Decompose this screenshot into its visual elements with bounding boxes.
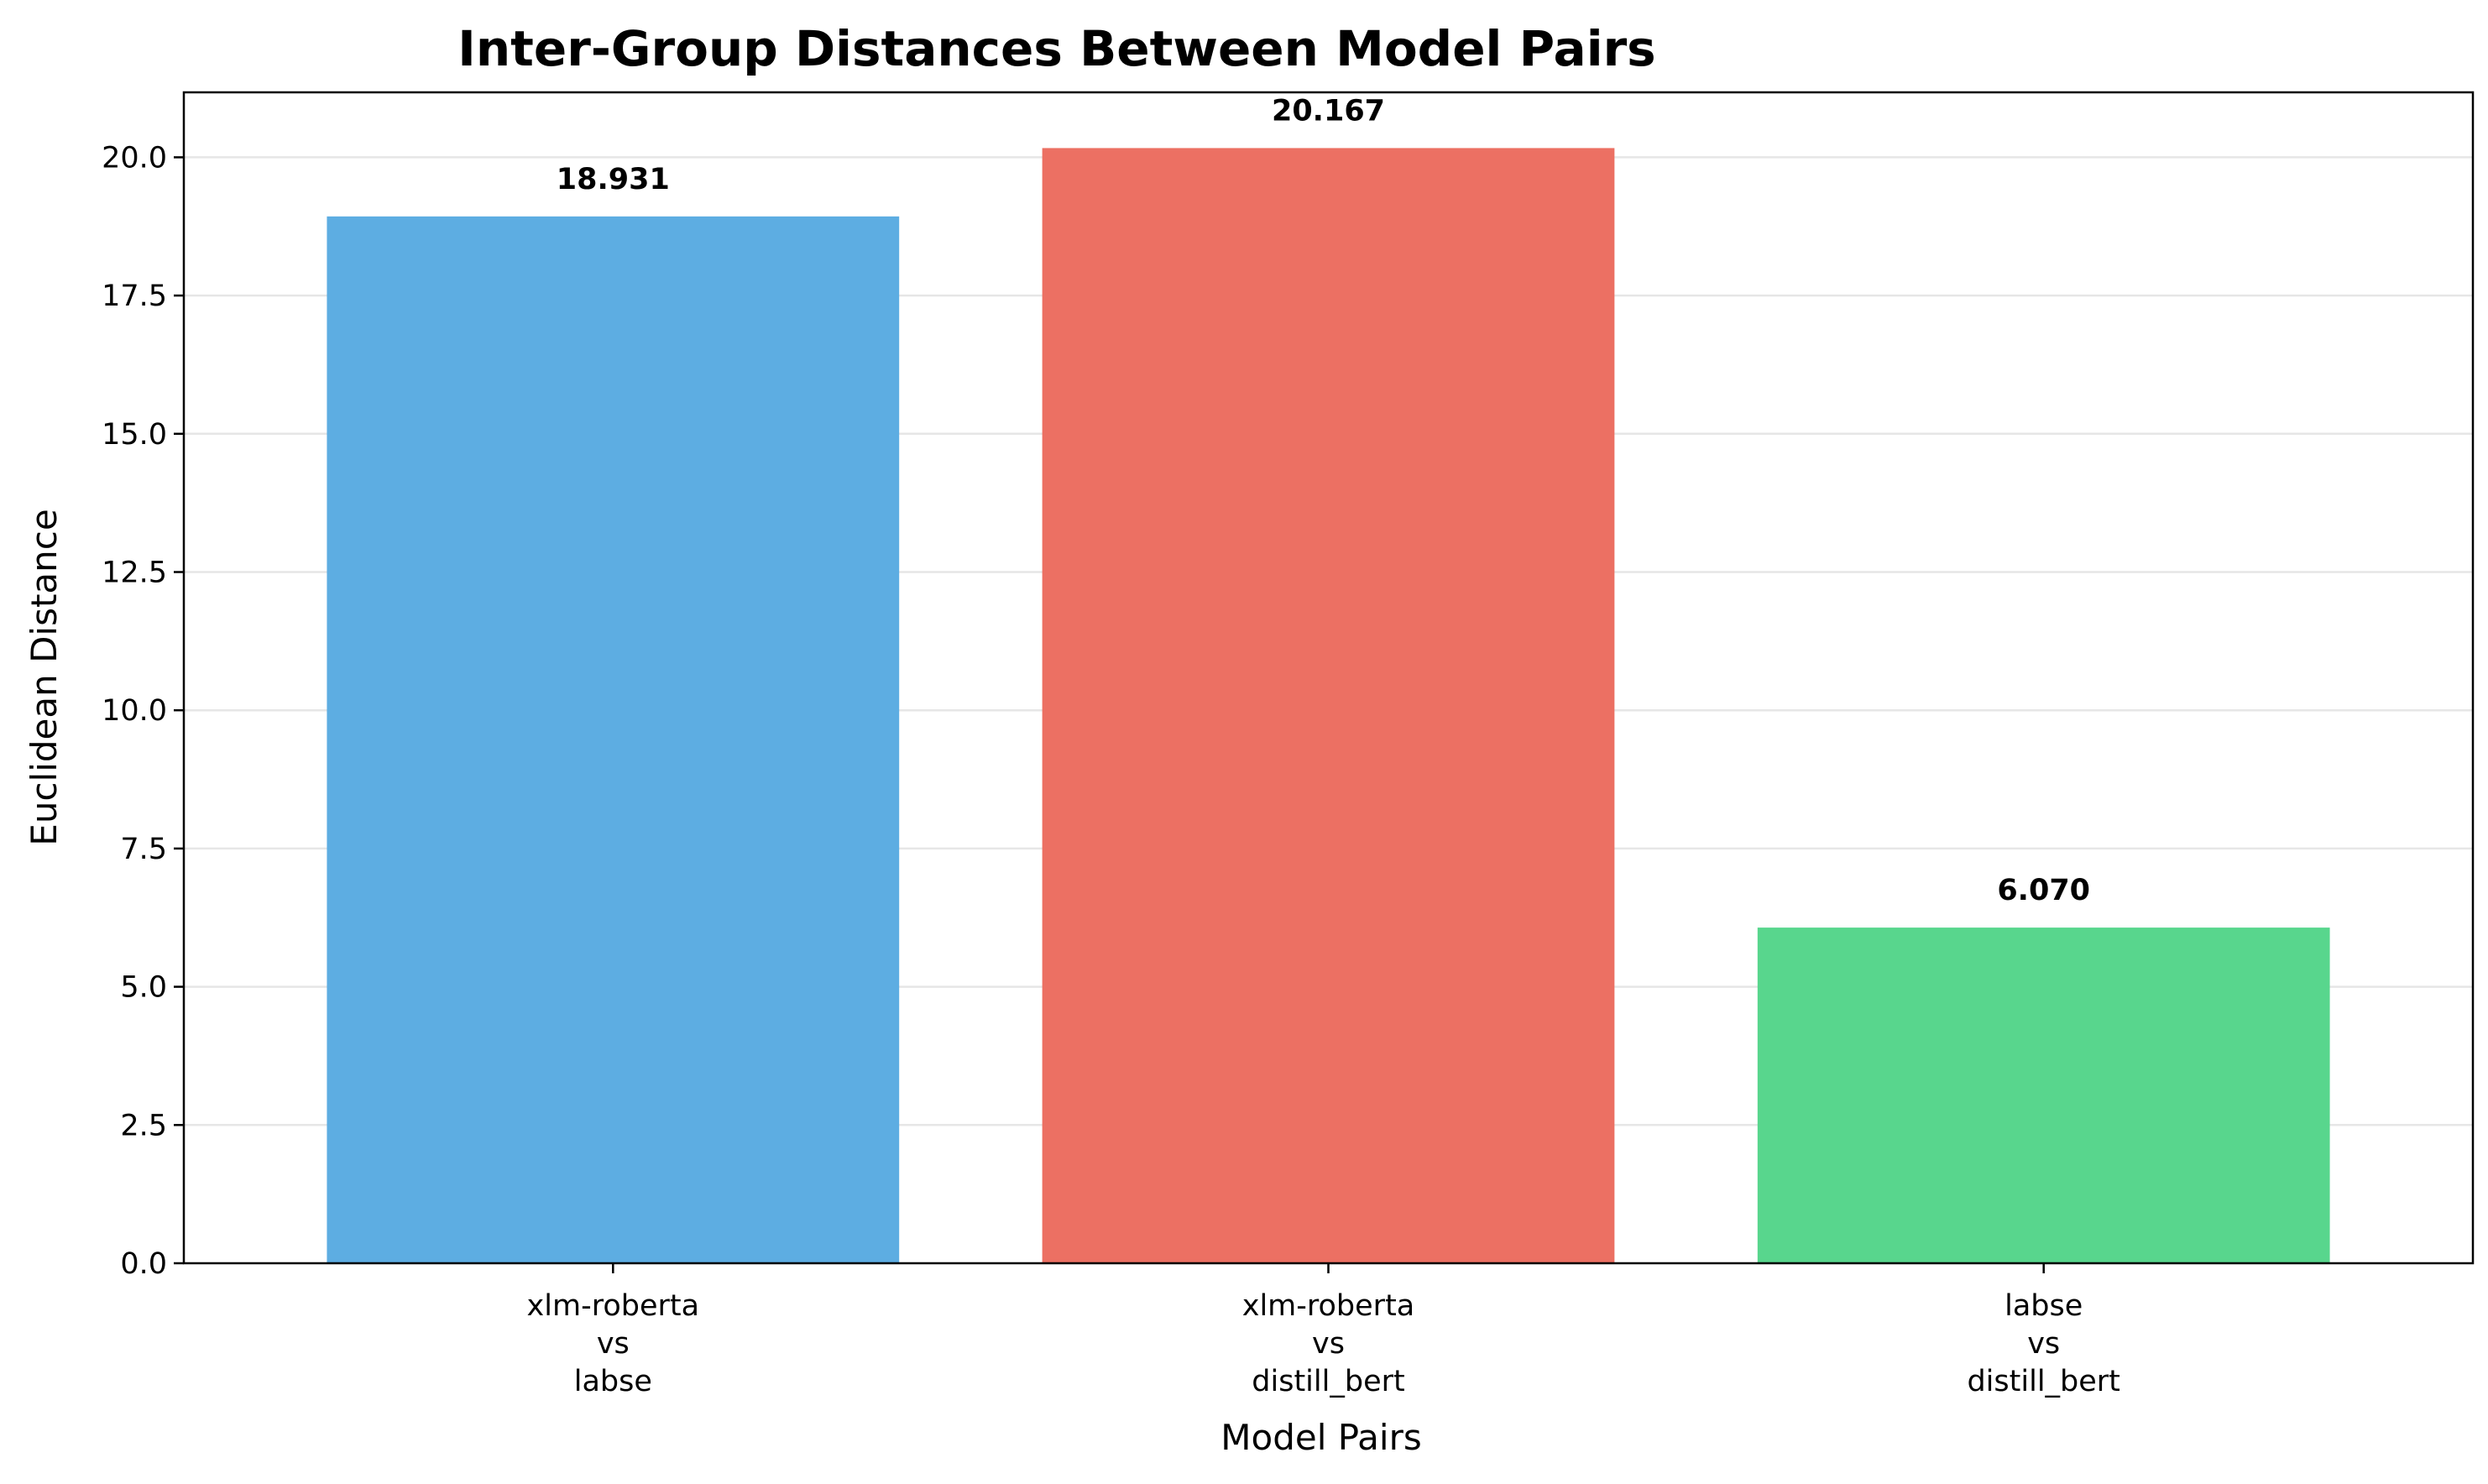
chart-title: Inter-Group Distances Between Model Pair… [457,20,1655,77]
bars [327,148,2330,1264]
x-tick-label: labse [2005,1289,2083,1323]
data-label: 6.070 [1997,874,2090,907]
data-labels: 18.931 20.167 6.070 [557,94,2090,907]
bar [1042,148,1615,1263]
y-tick-label: 0.0 [120,1247,167,1281]
x-tick-label: distill_bert [1252,1365,1404,1398]
y-tick-label: 2.5 [120,1109,167,1142]
x-tick-label: vs [1312,1327,1345,1361]
bar [327,216,900,1264]
x-tick-label: vs [2027,1327,2060,1361]
x-tick-label: xlm-roberta [527,1289,700,1323]
data-label: 18.931 [557,163,670,196]
y-axis-label: Euclidean Distance [24,509,65,845]
bar [1757,928,2330,1263]
y-tick-label: 5.0 [120,971,167,1005]
x-tick-label: labse [574,1365,652,1398]
y-tick-label: 7.5 [120,833,167,866]
y-tick-label: 12.5 [102,556,167,590]
y-tick-label: 10.0 [102,694,167,728]
x-tick-label: vs [597,1327,630,1361]
y-axis-ticks: 0.0 2.5 5.0 7.5 10.0 12.5 15.0 17.5 20.0 [102,141,184,1281]
y-tick-label: 20.0 [102,141,167,175]
data-label: 20.167 [1272,94,1385,128]
x-axis-ticks: xlm-roberta vs labse xlm-roberta vs distill_b… [527,1263,2120,1398]
x-tick-label: xlm-roberta [1242,1289,1415,1323]
x-tick-label: distill_bert [1967,1365,2120,1398]
x-axis-label: Model Pairs [1220,1417,1421,1458]
y-tick-label: 17.5 [102,280,167,313]
y-tick-label: 15.0 [102,418,167,452]
